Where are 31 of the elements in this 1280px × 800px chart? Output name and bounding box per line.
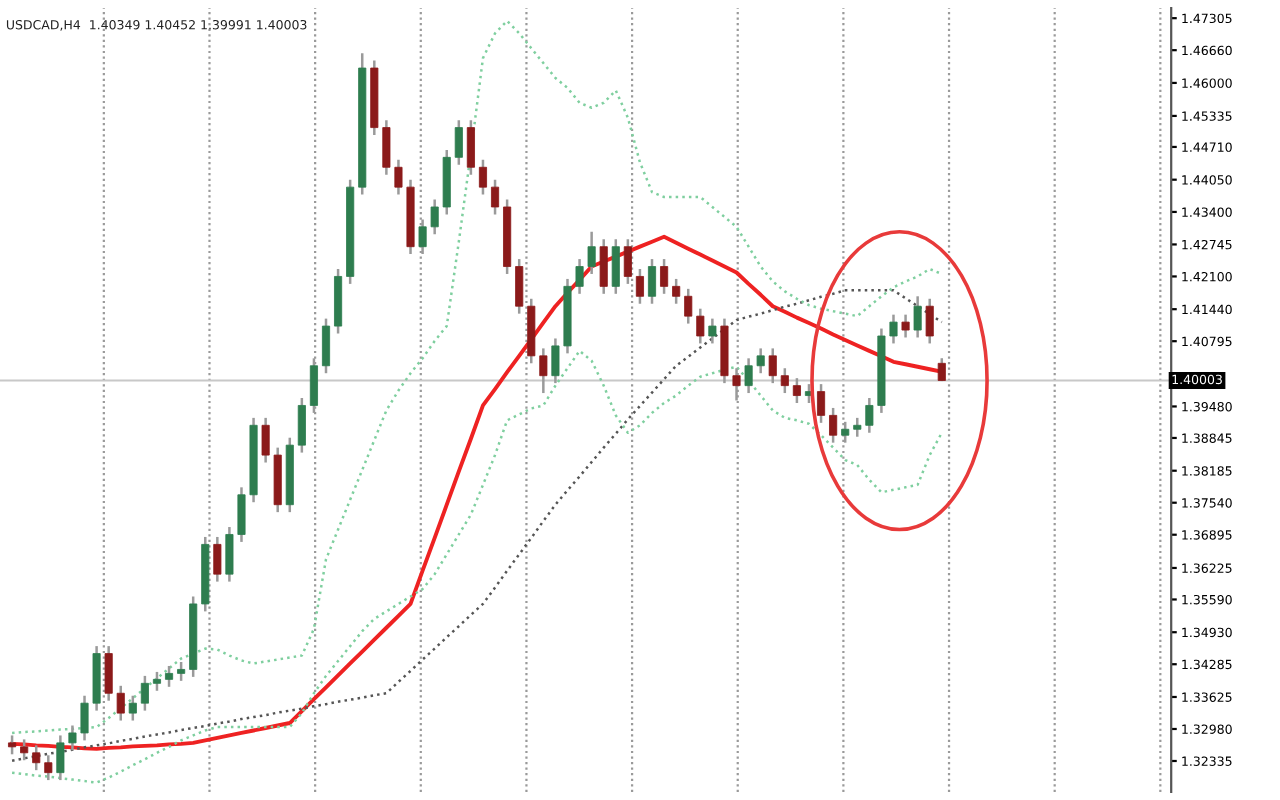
candlestick (792, 376, 801, 405)
candlestick (660, 257, 669, 296)
line-series (10, 19, 944, 735)
candlestick (152, 670, 162, 693)
candlestick (913, 295, 922, 339)
candlestick (177, 660, 186, 683)
candlestick (647, 257, 657, 305)
candlestick (780, 366, 789, 395)
candlestick (817, 382, 826, 425)
candlestick (708, 317, 717, 345)
candlestick (925, 297, 934, 345)
candlestick (128, 694, 137, 722)
candlestick (611, 237, 620, 296)
candlestick (8, 734, 17, 756)
candlestick (165, 664, 174, 689)
candlestick (768, 347, 777, 385)
candlestick (297, 396, 306, 454)
candlestick (44, 754, 53, 782)
candlestick (829, 406, 838, 444)
candlestick (140, 674, 149, 712)
candlestick (20, 738, 29, 762)
candlestick (599, 237, 608, 296)
candlestick (491, 178, 500, 216)
line-series (10, 349, 944, 784)
candlestick (901, 313, 910, 339)
candlestick (454, 118, 463, 167)
candlestick (321, 317, 331, 375)
candlestick (672, 277, 681, 305)
candlestick (466, 118, 475, 176)
candlestick (478, 158, 488, 196)
candlestick (32, 744, 41, 772)
